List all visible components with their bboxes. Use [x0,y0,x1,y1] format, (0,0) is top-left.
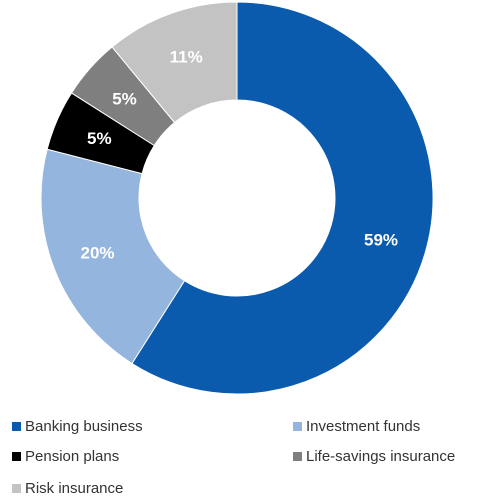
legend-swatch [12,452,21,461]
legend-swatch [12,484,21,493]
donut-slice-risk-insurance [111,1,238,124]
legend-item-risk-insurance: Risk insurance [12,480,123,497]
legend-label: Risk insurance [25,480,124,497]
legend-swatch [293,452,302,461]
legend-item-investment-funds: Investment funds [293,418,420,435]
legend-label: Life-savings insurance [306,448,456,465]
legend-swatch [293,422,302,431]
data-label: 59% [364,230,398,249]
donut-slice-banking-business [131,1,434,395]
data-label: 11% [170,47,203,66]
legend-swatch [12,422,21,431]
data-label: 5% [87,129,112,148]
donut-slice-investment-funds [40,148,186,365]
legend-label: Pension plans [25,448,120,465]
legend-item-life-savings-insurance: Life-savings insurance [293,448,455,465]
donut-slices [40,1,434,395]
legend: Banking business Investment funds Pensio… [0,410,495,500]
legend-item-pension-plans: Pension plans [12,448,119,465]
data-label: 20% [81,244,115,263]
legend-item-banking-business: Banking business [12,418,143,435]
donut-chart: 59% 20% 5% 5% 11% [40,1,434,395]
legend-label: Investment funds [306,418,421,435]
data-label: 5% [112,89,137,108]
legend-label: Banking business [25,418,143,435]
slice-labels: 59% 20% 5% 5% 11% [81,47,399,262]
